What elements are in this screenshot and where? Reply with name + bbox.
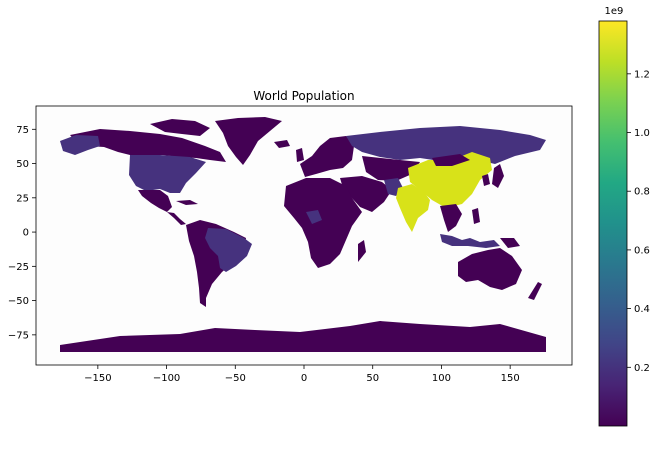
y-tick-label: −25 <box>8 262 29 273</box>
colorbar-tick-label: 1.2 <box>634 69 650 80</box>
region-southeast-asia <box>440 204 462 232</box>
colorbar-gradient <box>598 20 628 427</box>
region-africa <box>284 178 362 268</box>
region-russia <box>346 126 546 164</box>
y-tick-label: −50 <box>8 296 29 307</box>
region-alaska <box>60 135 100 155</box>
x-tick-label: 0 <box>301 373 307 384</box>
x-tick-label: 150 <box>501 373 520 384</box>
region-greenland <box>215 117 282 165</box>
region-madagascar <box>358 240 366 262</box>
region-australia <box>458 248 522 290</box>
x-tick-label: −50 <box>225 373 246 384</box>
x-tick-label: 100 <box>432 373 451 384</box>
region-mexico <box>138 190 172 212</box>
y-axis: 75 50 25 0 −25 −50 −75 <box>8 125 36 341</box>
chart-title: World Population <box>253 89 354 103</box>
region-indonesia <box>440 234 500 248</box>
colorbar-tick-label: 0.6 <box>634 245 650 256</box>
colorbar-tick-label: 1.0 <box>634 128 650 139</box>
region-arctic-islands <box>150 119 210 136</box>
colorbar-tick-label: 0.8 <box>634 187 650 198</box>
region-central-america <box>167 212 186 225</box>
region-mongolia <box>432 154 470 166</box>
x-tick-label: −100 <box>153 373 180 384</box>
region-antarctica <box>60 321 546 352</box>
y-tick-label: −75 <box>8 330 29 341</box>
region-new-zealand <box>528 282 542 300</box>
colorbar-tick-label: 0.2 <box>634 363 650 374</box>
region-japan <box>492 164 504 188</box>
region-uk <box>296 148 304 162</box>
land-layer <box>60 117 546 352</box>
x-tick-label: −150 <box>84 373 111 384</box>
region-brazil <box>205 228 252 272</box>
colorbar-tick-label: 0.4 <box>634 304 650 315</box>
region-india <box>396 184 430 232</box>
x-tick-label: 50 <box>366 373 379 384</box>
y-tick-label: 75 <box>16 125 29 136</box>
region-canada <box>70 129 226 162</box>
region-philippines <box>472 208 480 224</box>
region-europe <box>300 136 354 177</box>
region-central-asia <box>362 156 420 181</box>
region-nigeria <box>306 210 322 224</box>
colorbar-offset-text: 1e9 <box>605 6 624 17</box>
region-new-guinea <box>500 238 520 248</box>
region-korea <box>482 174 490 186</box>
y-tick-label: 0 <box>23 228 29 239</box>
y-tick-label: 50 <box>16 159 29 170</box>
region-iceland <box>274 140 290 148</box>
region-china <box>408 152 492 208</box>
x-axis: −150 −100 −50 0 50 100 150 <box>84 365 520 384</box>
colorbar-axis: 0.2 0.4 0.6 0.8 1.0 1.2 <box>627 69 650 374</box>
y-tick-label: 25 <box>16 193 29 204</box>
region-caribbean <box>176 200 198 205</box>
region-middle-east <box>340 176 392 212</box>
region-united-states <box>129 155 206 193</box>
